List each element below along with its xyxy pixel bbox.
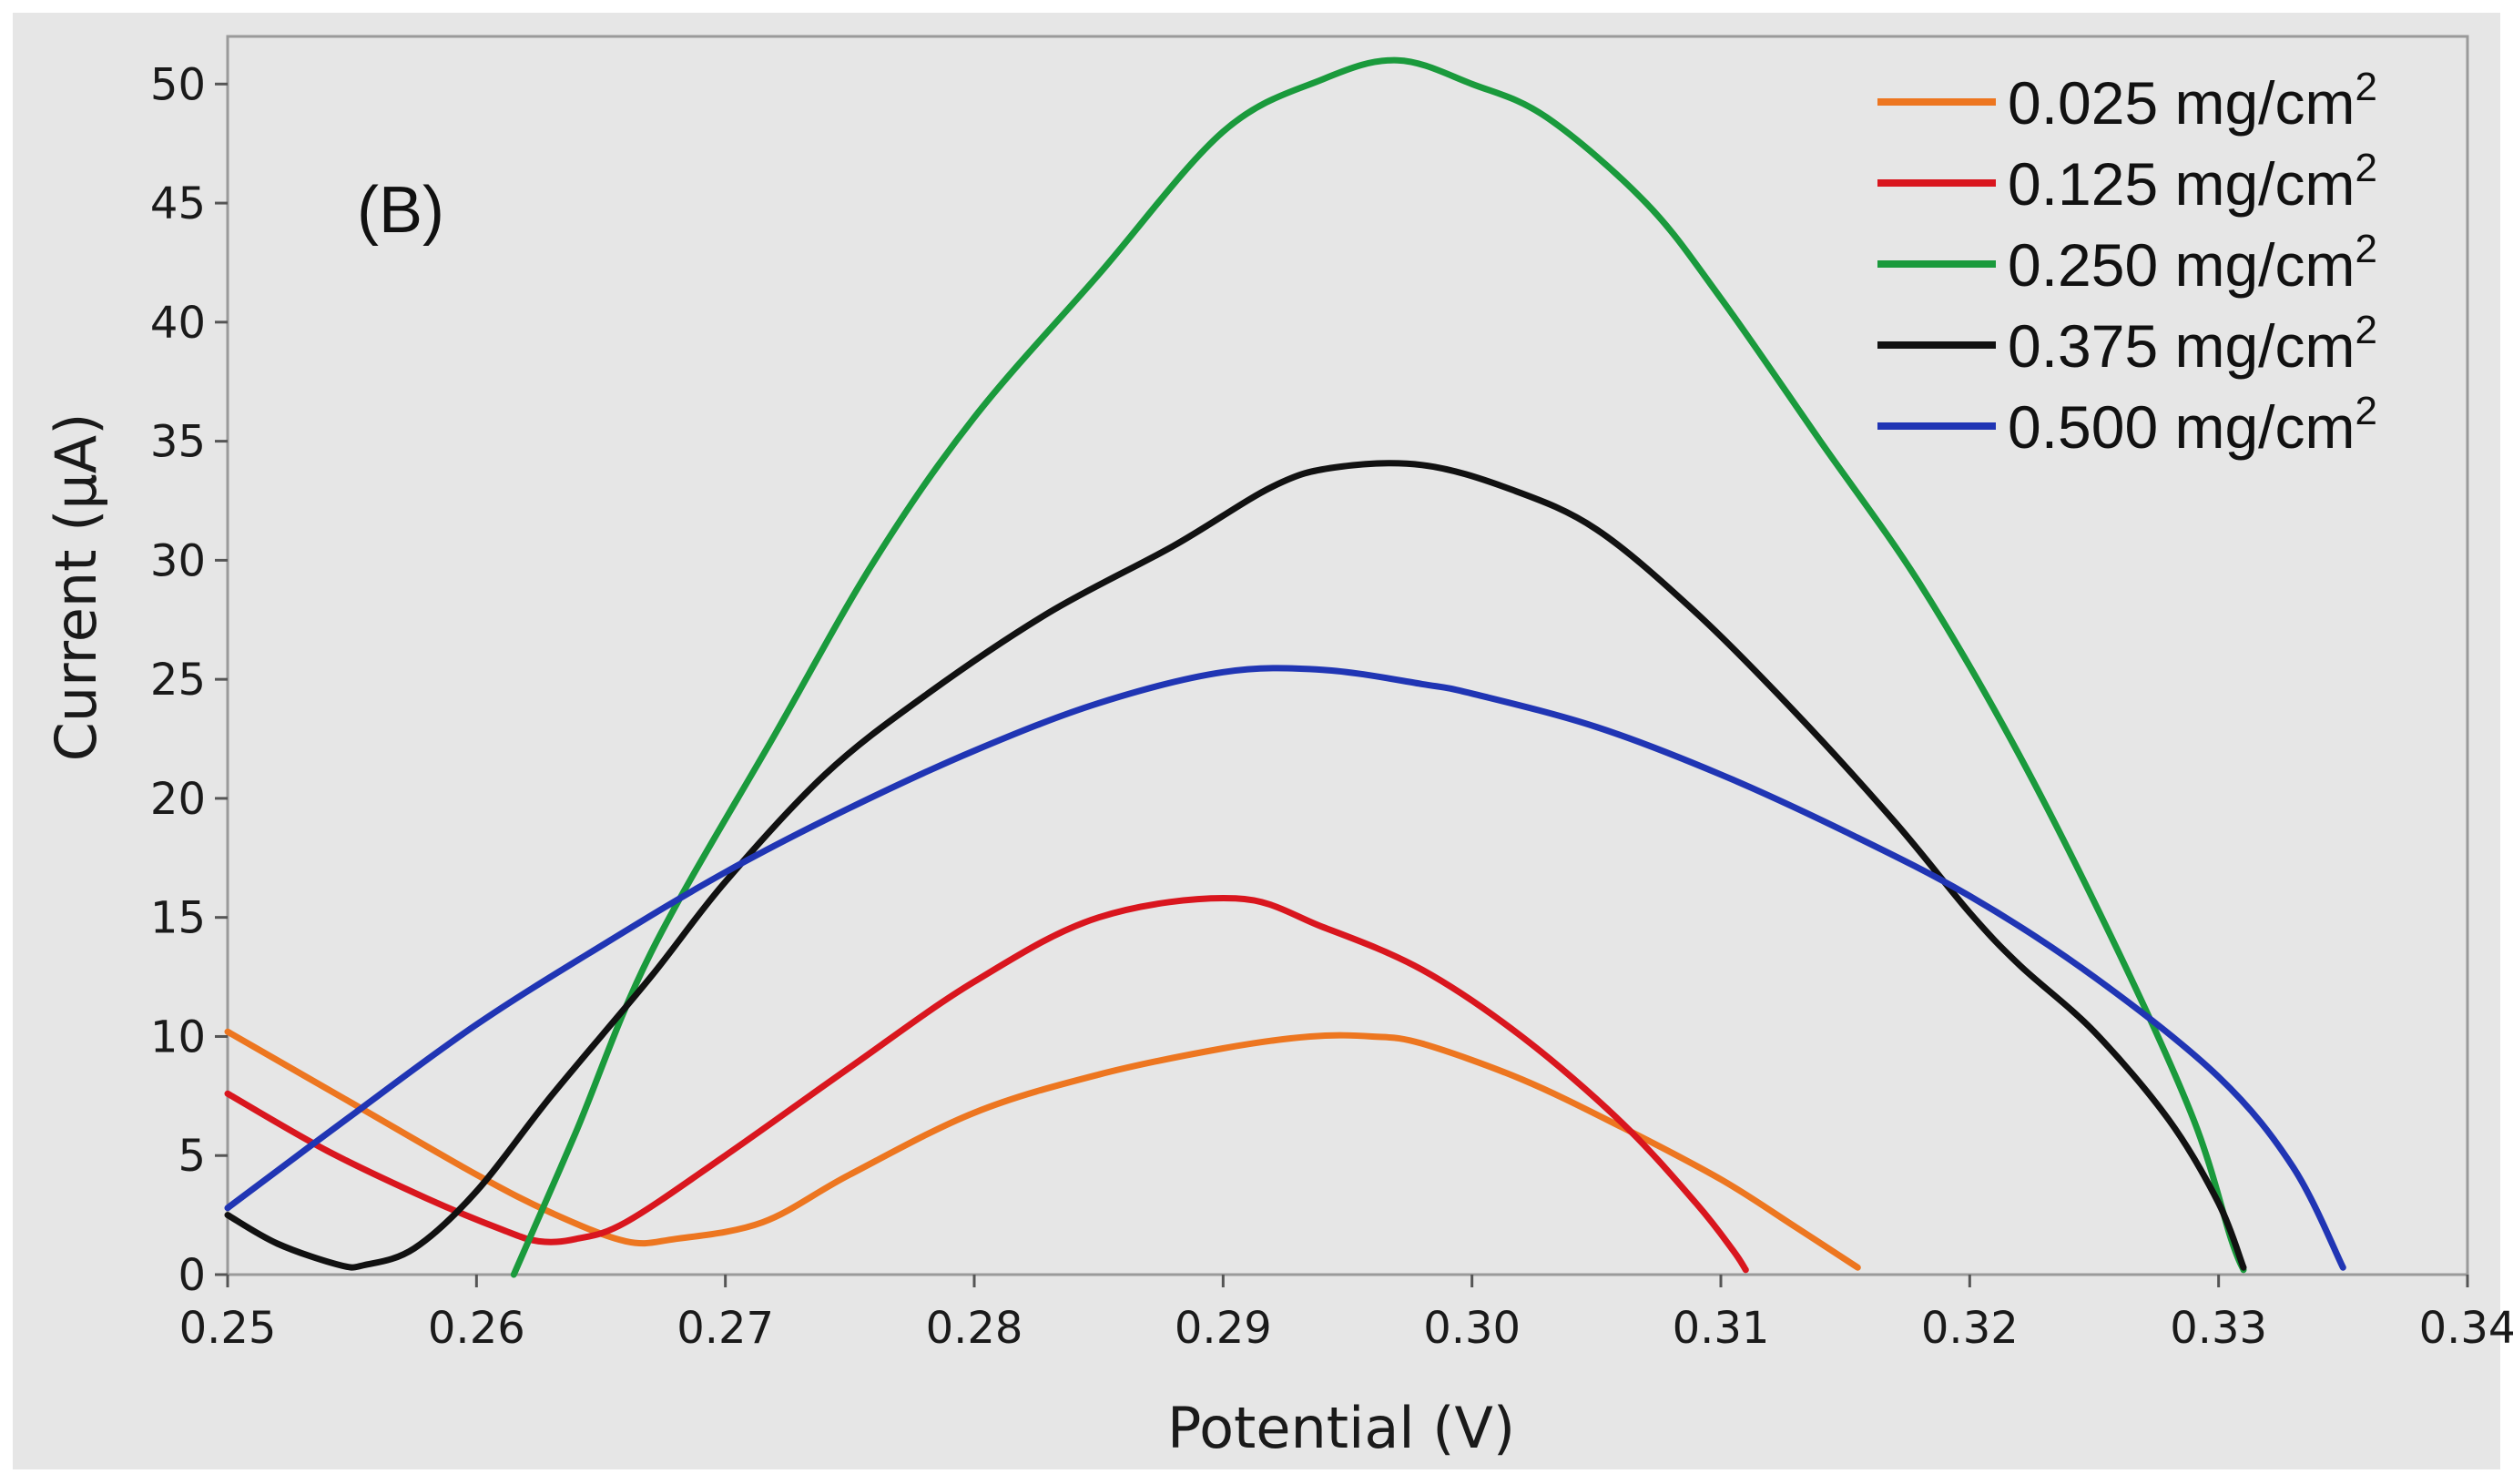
legend-label-text: 0.500 mg/cm — [2008, 393, 2355, 461]
y-tick-label: 0 — [178, 1250, 206, 1301]
x-tick-label: 0.25 — [179, 1303, 277, 1354]
series-line-5 — [224, 665, 2346, 1271]
legend-label-4: 0.375 mg/cm2 — [2008, 308, 2377, 380]
y-tick-label: 35 — [150, 417, 206, 468]
legend-label-superscript: 2 — [2355, 389, 2377, 433]
y-axis-title: Current (μA) — [43, 413, 109, 762]
y-tick-label: 30 — [150, 535, 206, 586]
y-tick-label: 10 — [150, 1011, 206, 1062]
x-tick-label: 0.29 — [1175, 1303, 1272, 1354]
legend-label-1: 0.025 mg/cm2 — [2008, 65, 2377, 137]
series-line-3 — [510, 56, 2247, 1278]
x-tick-label: 0.31 — [1673, 1303, 1770, 1354]
legend-label-5: 0.500 mg/cm2 — [2008, 389, 2377, 461]
y-tick-label: 45 — [150, 178, 206, 229]
x-tick-label: 0.27 — [677, 1303, 774, 1354]
y-tick-label: 50 — [150, 59, 206, 110]
x-tick-label: 0.30 — [1423, 1303, 1521, 1354]
x-axis: 0.25 0.26 0.27 0.28 0.29 0.30 0.31 0.32 0.33 0.34 — [179, 1275, 2513, 1354]
y-tick-label: 40 — [150, 298, 206, 349]
y-axis: 0 5 10 15 20 25 30 35 40 45 50 — [150, 59, 228, 1301]
legend-label-superscript: 2 — [2355, 227, 2377, 271]
legend-label-text: 0.250 mg/cm — [2008, 231, 2355, 299]
legend-label-2: 0.125 mg/cm2 — [2008, 146, 2377, 218]
legend-label-text: 0.125 mg/cm — [2008, 150, 2355, 218]
x-tick-label: 0.26 — [428, 1303, 525, 1354]
series-line-2 — [224, 895, 1749, 1274]
x-tick-label: 0.32 — [1921, 1303, 2019, 1354]
legend-label-superscript: 2 — [2355, 146, 2377, 190]
y-tick-label: 20 — [150, 774, 206, 825]
series-line-1 — [224, 1028, 1861, 1271]
y-tick-label: 25 — [150, 655, 206, 706]
x-tick-label: 0.34 — [2419, 1303, 2513, 1354]
x-tick-label: 0.28 — [926, 1303, 1023, 1354]
legend-label-3: 0.250 mg/cm2 — [2008, 227, 2377, 299]
series-layer — [224, 56, 2346, 1278]
legend-label-text: 0.375 mg/cm — [2008, 312, 2355, 380]
legend-label-text: 0.025 mg/cm — [2008, 69, 2355, 137]
panel-label: (B) — [357, 174, 444, 247]
series-line-4 — [224, 460, 2247, 1271]
legend-label-superscript: 2 — [2355, 308, 2377, 352]
y-tick-label: 15 — [150, 893, 206, 944]
legend-label-superscript: 2 — [2355, 65, 2377, 109]
x-axis-title: Potential (V) — [1167, 1395, 1515, 1461]
plot-area — [226, 35, 2469, 1276]
y-tick-label: 5 — [178, 1131, 206, 1182]
x-tick-label: 0.33 — [2170, 1303, 2267, 1354]
